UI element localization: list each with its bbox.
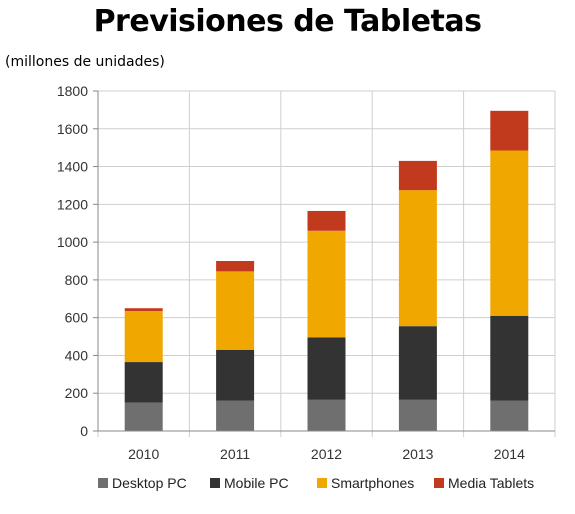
legend-label: Smartphones: [331, 475, 414, 491]
bar-segment: [124, 311, 163, 363]
bar-segment: [307, 230, 346, 338]
bar-segment: [124, 308, 163, 312]
bar-segment: [216, 349, 255, 401]
bar-segment: [307, 210, 346, 231]
y-tick-label: 1200: [57, 196, 88, 212]
legend-label: Media Tablets: [448, 475, 534, 491]
bar-segment: [398, 190, 437, 327]
legend-swatch: [317, 478, 327, 488]
legend-swatch: [434, 478, 444, 488]
x-tick-label: 2010: [128, 446, 159, 462]
y-tick-label: 1400: [57, 159, 88, 175]
chart-title: Previsiones de Tabletas: [93, 4, 482, 39]
bar-segment: [398, 399, 437, 431]
y-tick-label: 800: [65, 272, 89, 288]
x-tick-label: 2011: [220, 446, 250, 462]
axes: 0 200 400 600 800 1000 1200 1400 1600 1800 2010 201…: [57, 83, 555, 462]
y-tick-label: 1800: [57, 83, 88, 99]
bar-segment: [216, 261, 255, 272]
y-tick-label: 200: [65, 385, 89, 401]
x-tick-label: 2014: [494, 446, 525, 462]
bar-segment: [398, 160, 437, 191]
bar-segment: [398, 326, 437, 400]
y-tick-label: 600: [65, 310, 89, 326]
bar-segment: [490, 400, 529, 431]
bar-segment: [124, 362, 163, 403]
bar-segment: [307, 337, 346, 400]
y-tick-label: 1600: [57, 121, 88, 137]
bar-segment: [216, 271, 255, 350]
legend-label: Mobile PC: [224, 475, 289, 491]
bars: [124, 110, 529, 431]
legend-swatch: [210, 478, 220, 488]
bar-segment: [124, 402, 163, 431]
bar-segment: [490, 110, 529, 151]
bar-segment: [307, 399, 346, 431]
bar-segment: [490, 315, 529, 401]
chart-subtitle: (millones de unidades): [5, 54, 165, 70]
y-tick-label: 1000: [57, 234, 88, 250]
x-tick-label: 2013: [402, 446, 433, 462]
legend: Desktop PC Mobile PC Smartphones Media Tabl…: [98, 475, 534, 491]
y-tick-label: 400: [65, 347, 89, 363]
legend-swatch: [98, 478, 108, 488]
legend-label: Desktop PC: [112, 475, 187, 491]
bar-segment: [490, 150, 529, 316]
x-tick-label: 2012: [311, 446, 342, 462]
bar-segment: [216, 400, 255, 431]
y-tick-label: 0: [80, 423, 88, 439]
